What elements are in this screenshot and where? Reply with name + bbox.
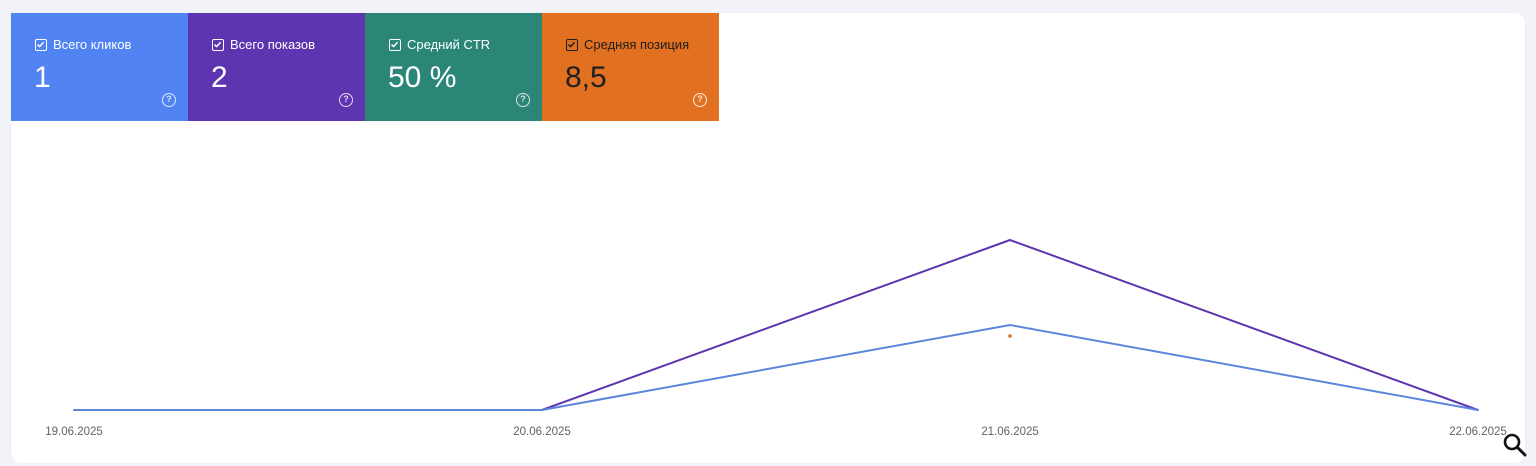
metric-tile-position[interactable]: Средняя позиция 8,5 ? bbox=[542, 13, 719, 121]
data-point[interactable] bbox=[1477, 409, 1479, 411]
checkbox-checked-icon[interactable] bbox=[212, 39, 224, 51]
metric-value: 2 bbox=[211, 61, 228, 94]
checkbox-checked-icon[interactable] bbox=[35, 39, 47, 51]
help-circle-icon[interactable]: ? bbox=[339, 93, 353, 107]
help-circle-icon[interactable]: ? bbox=[516, 93, 530, 107]
x-tick-label: 21.06.2025 bbox=[981, 426, 1039, 438]
help-circle-icon[interactable]: ? bbox=[162, 93, 176, 107]
performance-card: 19.06.2025 20.06.2025 21.06.2025 22.06.2025… bbox=[11, 13, 1525, 463]
data-point[interactable] bbox=[541, 409, 543, 411]
metric-label: Средний CTR bbox=[407, 37, 491, 52]
metric-tile-clicks[interactable]: Всего кликов 1 ? bbox=[11, 13, 188, 121]
data-point[interactable] bbox=[1008, 334, 1012, 338]
search-icon[interactable] bbox=[1500, 430, 1530, 460]
data-point[interactable] bbox=[73, 409, 75, 411]
x-tick-label: 19.06.2025 bbox=[45, 426, 103, 438]
data-point[interactable] bbox=[1009, 239, 1011, 241]
help-circle-icon[interactable]: ? bbox=[693, 93, 707, 107]
performance-chart: 19.06.2025 20.06.2025 21.06.2025 22.06.2025 bbox=[45, 238, 1507, 438]
series-line-0 bbox=[74, 238, 1479, 411]
metric-tile-impressions[interactable]: Всего показов 2 ? bbox=[188, 13, 365, 121]
checkbox-checked-icon[interactable] bbox=[389, 39, 401, 51]
metric-tiles: Всего кликов 1 ? Всего показов 2 ? Средн… bbox=[11, 13, 719, 121]
series-line-1 bbox=[74, 323, 1479, 411]
checkbox-checked-icon[interactable] bbox=[566, 39, 578, 51]
metric-label: Всего кликов bbox=[53, 37, 132, 52]
x-tick-label: 22.06.2025 bbox=[1449, 426, 1507, 438]
metric-value: 50 % bbox=[388, 61, 457, 94]
metric-value: 8,5 bbox=[565, 61, 607, 94]
metric-label: Всего показов bbox=[230, 37, 315, 52]
metric-tile-ctr[interactable]: Средний CTR 50 % ? bbox=[365, 13, 542, 121]
x-tick-label: 20.06.2025 bbox=[513, 426, 571, 438]
metric-value: 1 bbox=[34, 61, 51, 94]
data-point[interactable] bbox=[1009, 324, 1011, 326]
metric-label: Средняя позиция bbox=[584, 37, 690, 52]
